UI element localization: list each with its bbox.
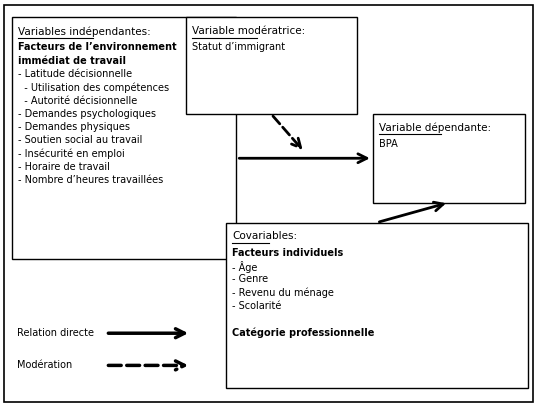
Text: Relation directe: Relation directe bbox=[17, 328, 95, 338]
Text: Statut d’immigrant: Statut d’immigrant bbox=[192, 43, 285, 52]
Text: - Utilisation des compétences: - Utilisation des compétences bbox=[18, 82, 170, 93]
Text: - Latitude décisionnelle: - Latitude décisionnelle bbox=[18, 69, 133, 79]
Text: - Demandes physiques: - Demandes physiques bbox=[18, 122, 130, 132]
Text: - Autorité décisionnelle: - Autorité décisionnelle bbox=[18, 96, 137, 106]
Text: - Nombre d’heures travaillées: - Nombre d’heures travaillées bbox=[18, 175, 164, 185]
Text: - Âge: - Âge bbox=[232, 261, 258, 273]
Text: - Demandes psychologiques: - Demandes psychologiques bbox=[18, 109, 156, 119]
Text: - Scolarité: - Scolarité bbox=[232, 301, 281, 311]
FancyBboxPatch shape bbox=[373, 114, 525, 202]
Text: Variable modératrice:: Variable modératrice: bbox=[192, 26, 306, 36]
Text: Modération: Modération bbox=[17, 360, 72, 371]
FancyBboxPatch shape bbox=[186, 17, 357, 114]
Text: - Horaire de travail: - Horaire de travail bbox=[18, 162, 111, 172]
Text: Covariables:: Covariables: bbox=[232, 232, 297, 241]
Text: - Genre: - Genre bbox=[232, 274, 268, 284]
FancyBboxPatch shape bbox=[12, 17, 236, 259]
Text: - Soutien social au travail: - Soutien social au travail bbox=[18, 135, 143, 145]
Text: Facteurs de l’environnement: Facteurs de l’environnement bbox=[18, 43, 177, 52]
Text: BPA: BPA bbox=[379, 139, 398, 149]
FancyBboxPatch shape bbox=[226, 223, 527, 388]
Text: Catégorie professionnelle: Catégorie professionnelle bbox=[232, 327, 374, 338]
Text: Variables indépendantes:: Variables indépendantes: bbox=[18, 26, 151, 37]
Text: - Revenu du ménage: - Revenu du ménage bbox=[232, 288, 334, 298]
Text: Variable dépendante:: Variable dépendante: bbox=[379, 123, 491, 133]
Text: Facteurs individuels: Facteurs individuels bbox=[232, 247, 344, 258]
Text: - Insécurité en emploi: - Insécurité en emploi bbox=[18, 149, 125, 159]
Text: immédiat de travail: immédiat de travail bbox=[18, 56, 127, 66]
